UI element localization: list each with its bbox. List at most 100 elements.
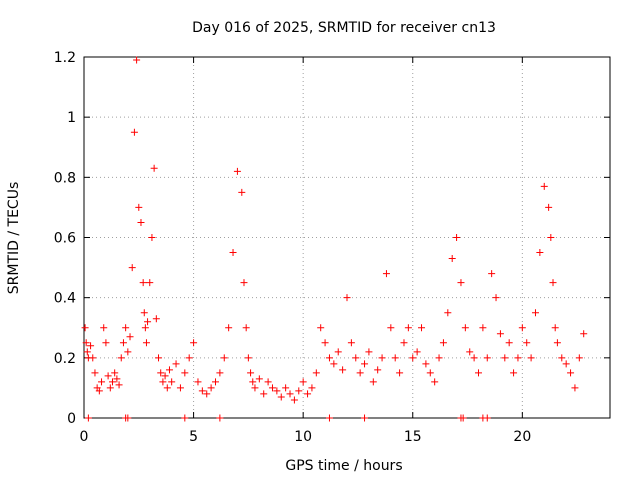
data-point (496, 330, 504, 338)
data-point (144, 318, 152, 326)
data-point (95, 387, 103, 395)
data-point (194, 378, 202, 386)
data-point (492, 294, 500, 302)
data-point (571, 384, 579, 392)
data-point (225, 324, 233, 332)
data-point (317, 324, 325, 332)
data-point (117, 354, 125, 362)
data-point (113, 375, 121, 383)
data-point (444, 309, 452, 317)
data-point (299, 378, 307, 386)
data-point (165, 366, 173, 374)
x-tick-label: 10 (294, 429, 312, 445)
data-point (119, 339, 127, 347)
data-point (426, 369, 434, 377)
data-point (135, 203, 143, 211)
data-point (163, 384, 171, 392)
data-point (413, 348, 421, 356)
data-point (244, 354, 252, 362)
data-point (229, 249, 237, 257)
x-tick-label: 20 (513, 429, 531, 445)
data-point (422, 360, 430, 368)
data-point (400, 339, 408, 347)
data-point (536, 249, 544, 257)
data-point (312, 369, 320, 377)
data-point (290, 396, 298, 404)
data-point (369, 378, 377, 386)
data-point (150, 164, 158, 172)
data-point (545, 203, 553, 211)
data-point (404, 324, 412, 332)
y-tick-label: 0.2 (54, 351, 76, 367)
data-point (128, 264, 136, 272)
data-point (475, 369, 482, 377)
data-point (553, 339, 561, 347)
y-tick-label: 0.8 (54, 170, 76, 186)
data-point (461, 324, 469, 332)
x-tick-label: 15 (404, 429, 422, 445)
data-point (106, 384, 114, 392)
data-point (185, 354, 193, 362)
data-point (102, 339, 110, 347)
data-point (418, 324, 426, 332)
data-point (334, 348, 342, 356)
data-point (448, 255, 456, 263)
y-axis-ticks: 0 0.2 0.4 0.6 0.8 1 1.2 (54, 50, 610, 427)
data-point (562, 360, 570, 368)
data-point (540, 182, 548, 190)
data-point (558, 354, 566, 362)
data-point (82, 339, 90, 347)
data-point (347, 339, 355, 347)
data-point (181, 369, 189, 377)
data-point (505, 339, 513, 347)
data-point (382, 270, 390, 278)
data-point (89, 354, 97, 362)
data-point (268, 384, 276, 392)
grid (84, 57, 610, 418)
data-point (488, 270, 496, 278)
data-point (330, 360, 338, 368)
plot-border (83, 56, 611, 419)
data-point (575, 354, 583, 362)
data-point (518, 324, 526, 332)
data-point (168, 378, 176, 386)
data-point (295, 387, 303, 395)
data-point (220, 354, 228, 362)
data-point (111, 369, 119, 377)
data-point (233, 167, 241, 175)
data-point (124, 414, 132, 422)
data-point (203, 390, 211, 398)
data-point (81, 324, 89, 332)
data-point (282, 384, 290, 392)
data-point (216, 369, 224, 377)
data-point (260, 390, 268, 398)
data-point (87, 342, 95, 350)
data-point (148, 234, 156, 241)
data-point (140, 309, 148, 317)
data-point (514, 354, 522, 362)
data-point (83, 348, 91, 356)
data-point (483, 354, 491, 362)
y-tick-label: 1 (67, 110, 76, 126)
data-point (133, 56, 141, 64)
data-point (551, 324, 559, 332)
data-point (387, 324, 395, 332)
data-point (249, 378, 257, 386)
y-tick-label: 0 (67, 411, 76, 427)
data-point (286, 390, 294, 398)
data-point (409, 354, 417, 362)
data-point (139, 279, 147, 287)
data-point (115, 381, 123, 389)
data-point (207, 384, 215, 392)
data-point (531, 309, 539, 317)
data-point (141, 324, 149, 332)
data-point (247, 369, 255, 377)
data-point (439, 339, 447, 347)
data-point (523, 339, 531, 347)
data-point (396, 369, 404, 377)
data-point (198, 387, 206, 395)
data-point (325, 354, 333, 362)
chart-title: Day 016 of 2025, SRMTID for receiver cn1… (192, 20, 496, 36)
data-point (152, 315, 160, 323)
data-point (361, 360, 369, 368)
